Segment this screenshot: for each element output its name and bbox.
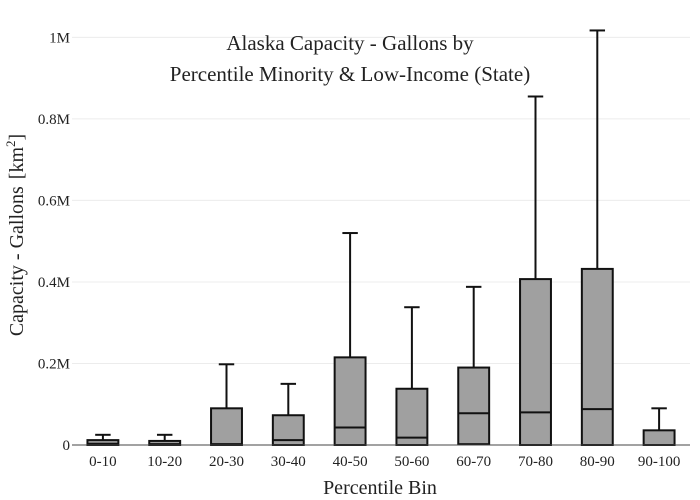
y-axis-title-main: Capacity - Gallons	[6, 186, 28, 336]
y-tick-label: 0.6M	[38, 193, 70, 209]
y-tick-label: 0	[63, 438, 71, 454]
box-series	[86, 29, 676, 447]
box-0-10	[86, 433, 120, 447]
y-axis-title: Capacity - Gallons [km2]	[3, 134, 28, 336]
y-tick-label: 1M	[49, 30, 70, 46]
box-iqr	[210, 407, 243, 447]
x-tick-label: 50-60	[394, 454, 429, 470]
x-tick-label: 70-80	[518, 454, 553, 470]
chart-title-line-2: Percentile Minority & Low-Income (State)	[170, 62, 530, 86]
box-iqr	[580, 267, 614, 446]
box-70-80	[519, 95, 552, 447]
box-30-40	[271, 382, 305, 446]
box-10-20	[148, 433, 182, 446]
box-20-30	[210, 363, 243, 447]
x-tick-label: 30-40	[271, 454, 306, 470]
y-tick-labels: 0 0.2M 0.4M 0.6M 0.8M 1M	[38, 30, 70, 454]
x-tick-label: 60-70	[456, 454, 491, 470]
chart-title-line-1: Alaska Capacity - Gallons by	[226, 31, 474, 55]
y-tick-label: 0.2M	[38, 356, 70, 372]
x-tick-label: 10-20	[147, 454, 182, 470]
box-iqr	[519, 278, 552, 447]
box-80-90	[580, 29, 614, 446]
box-iqr	[395, 387, 429, 446]
x-tick-labels: 0-10 10-20 20-30 30-40 40-50 50-60 60-70 70-80 8…	[89, 454, 680, 470]
x-axis-title: Percentile Bin	[323, 477, 437, 499]
y-axis-title-unit-close: ]	[6, 134, 28, 141]
x-tick-label: 80-90	[580, 454, 615, 470]
x-tick-label: 40-50	[333, 454, 368, 470]
box-iqr	[333, 356, 367, 446]
box-90-100	[642, 407, 676, 446]
box-iqr	[642, 429, 676, 446]
x-tick-label: 20-30	[209, 454, 244, 470]
box-40-50	[333, 232, 367, 446]
box-iqr	[457, 366, 491, 446]
box-60-70	[457, 285, 491, 446]
y-tick-label: 0.4M	[38, 275, 70, 291]
y-axis-title-unit-superscript: 2	[3, 140, 18, 147]
y-tick-label: 0.8M	[38, 112, 70, 128]
x-tick-label: 0-10	[89, 454, 117, 470]
y-axis-title-unit: [km	[6, 147, 28, 180]
x-tick-label: 90-100	[638, 454, 681, 470]
box-50-60	[395, 306, 429, 446]
